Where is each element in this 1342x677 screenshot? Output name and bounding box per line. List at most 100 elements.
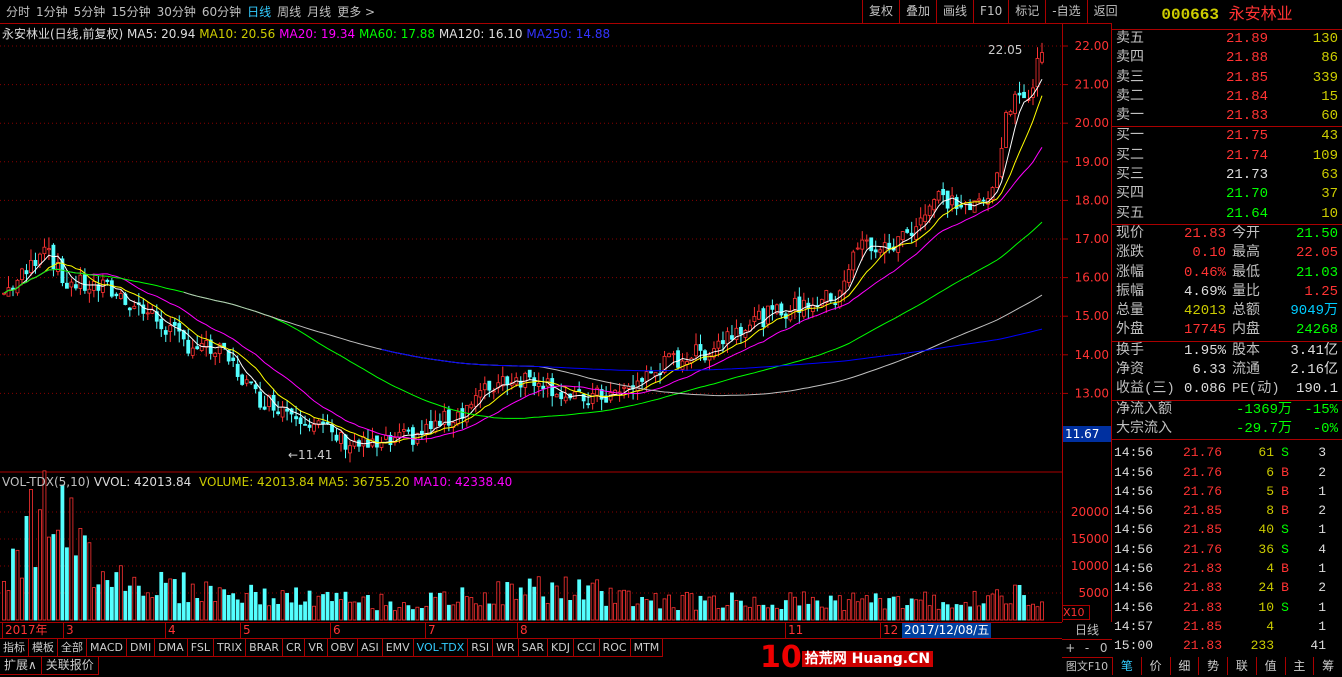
period-8[interactable]: 月线 — [307, 5, 332, 19]
indicator-kdj[interactable]: KDJ — [548, 639, 574, 657]
period-5[interactable]: 60分钟 — [201, 5, 242, 19]
indicator-sar[interactable]: SAR — [518, 639, 549, 657]
indicator-obv[interactable]: OBV — [327, 639, 358, 657]
candle-body — [1013, 93, 1017, 114]
stat-label: 换手 — [1116, 342, 1144, 359]
toolbar-button-0[interactable]: 复权 — [862, 0, 899, 24]
indicator-brar[interactable]: BRAR — [246, 639, 284, 657]
volume-bar — [312, 605, 316, 621]
volume-bar — [199, 601, 204, 621]
indicator-mtm[interactable]: MTM — [630, 639, 664, 657]
zoom-out-button[interactable]: - — [1084, 641, 1090, 655]
volume-bar — [393, 610, 397, 621]
candle-body — [676, 350, 680, 368]
period-4[interactable]: 30分钟 — [156, 5, 196, 19]
panel-tab-0[interactable]: 笔 — [1112, 657, 1141, 675]
indicator-dmi[interactable]: DMI — [126, 639, 156, 657]
volume-bar — [15, 549, 20, 621]
volume-bar — [869, 602, 874, 621]
toolbar-button-6[interactable]: 返回 — [1086, 0, 1124, 24]
indicator-trix[interactable]: TRIX — [213, 639, 247, 657]
indicator-emv[interactable]: EMV — [382, 639, 414, 657]
candle-body — [680, 360, 685, 370]
tick-price: 21.76 — [1182, 464, 1222, 480]
indicator-全部[interactable]: 全部 — [58, 639, 87, 657]
period-0[interactable]: 分时 — [6, 5, 31, 19]
candle-body — [253, 384, 258, 390]
asks-row: 卖四 21.88 86 — [1112, 49, 1342, 68]
tick-volume: 10 — [1258, 599, 1274, 615]
candle-body — [168, 325, 173, 332]
indicator-cr[interactable]: CR — [283, 639, 306, 657]
toolbar-button-2[interactable]: 画线 — [936, 0, 973, 24]
kline-chart[interactable]: 22.05 ←11.41 — [0, 24, 1062, 622]
period-3[interactable]: 15分钟 — [111, 5, 151, 19]
volume-bar — [622, 589, 627, 621]
volume-bar — [482, 592, 487, 621]
volume-bar — [536, 576, 541, 621]
stat-label: 今开 — [1232, 225, 1260, 242]
candle-body — [249, 381, 254, 384]
candle-body — [864, 239, 869, 242]
panel-tab-3[interactable]: 势 — [1198, 657, 1227, 675]
period-9[interactable]: 更多 > — [337, 5, 376, 19]
period-1[interactable]: 1分钟 — [36, 5, 68, 19]
toolbar-button-3[interactable]: F10 — [973, 0, 1008, 24]
period-7[interactable]: 周线 — [277, 5, 302, 19]
candle-body — [734, 327, 739, 340]
volume-bar — [527, 578, 532, 621]
indicator-cci[interactable]: CCI — [573, 639, 600, 657]
panel-tab-2[interactable]: 细 — [1169, 657, 1199, 675]
volume-bar — [132, 576, 137, 621]
volume-bar — [357, 602, 361, 621]
volume-bar — [644, 599, 649, 621]
volume-bar — [231, 593, 236, 621]
panel-tab-1[interactable]: 价 — [1140, 657, 1170, 675]
ext-tab-0[interactable]: 扩展∧ — [0, 657, 42, 675]
indicator-vr[interactable]: VR — [305, 639, 328, 657]
panel-tab-5[interactable]: 值 — [1255, 657, 1285, 675]
month-label: 7 — [425, 623, 436, 638]
volume-bar — [514, 598, 519, 621]
candle-body — [936, 191, 941, 201]
flow-label: 大宗流入 — [1116, 420, 1172, 437]
indicator-rsi[interactable]: RSI — [468, 639, 494, 657]
volume-bar — [271, 598, 276, 621]
indicator-macd[interactable]: MACD — [87, 639, 127, 657]
tick-count: 1 — [1318, 599, 1326, 615]
panel-tab-7[interactable]: 筹 — [1313, 657, 1342, 675]
period-2[interactable]: 5分钟 — [73, 5, 106, 19]
indicator-vol-tdx[interactable]: VOL-TDX — [413, 639, 469, 657]
candle-body — [694, 344, 698, 357]
period-daily-button[interactable]: 日线 — [1062, 622, 1112, 640]
panel-tab-4[interactable]: 联 — [1227, 657, 1256, 675]
indicator-wr[interactable]: WR — [493, 639, 519, 657]
period-6[interactable]: 日线 — [247, 5, 272, 19]
ext-tab-1[interactable]: 关联报价 — [41, 657, 99, 675]
volume-bar — [298, 604, 303, 621]
stock-header: 000663 永安林业 — [1112, 0, 1342, 30]
indicator-fsl[interactable]: FSL — [187, 639, 214, 657]
zoom-in-button[interactable]: + — [1065, 641, 1076, 655]
volume-bar — [402, 602, 406, 621]
asks-price: 21.84 — [1225, 88, 1268, 105]
toolbar-button-1[interactable]: 叠加 — [899, 0, 936, 24]
indicator-模板[interactable]: 模板 — [29, 639, 58, 657]
volume-bar — [455, 601, 460, 621]
candle-body — [959, 204, 964, 208]
candle-body — [873, 249, 878, 253]
volume-bar — [653, 592, 658, 621]
indicator-指标[interactable]: 指标 — [0, 639, 29, 657]
indicator-asi[interactable]: ASI — [357, 639, 383, 657]
indicator-roc[interactable]: ROC — [599, 639, 631, 657]
f10-button[interactable]: 图文F10 — [1065, 660, 1109, 673]
toolbar-button-4[interactable]: 标记 — [1008, 0, 1045, 24]
stat-row: 收益(三) 0.086 PE(动) 190.1 — [1112, 380, 1342, 399]
volume-bar — [554, 585, 559, 621]
toolbar-button-5[interactable]: -自选 — [1045, 0, 1086, 24]
zoom-reset-button[interactable]: 0 — [1099, 641, 1108, 655]
panel-tab-6[interactable]: 主 — [1284, 657, 1314, 675]
indicator-dma[interactable]: DMA — [155, 639, 188, 657]
ma20-line — [3, 147, 1043, 441]
candle-body — [725, 331, 730, 345]
